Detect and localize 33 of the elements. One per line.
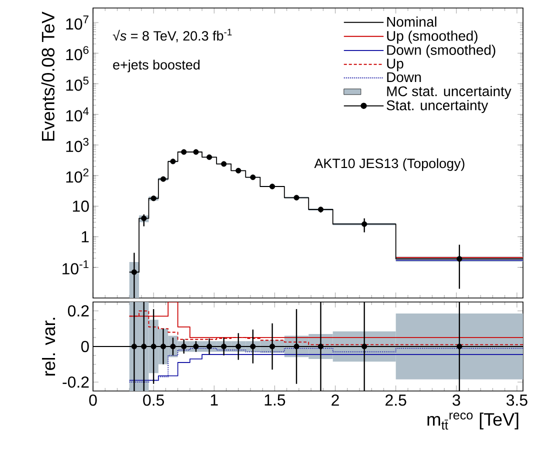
- x-tick-label: 1: [210, 394, 218, 406]
- annotation: √s = 8 TeV, 20.3 fb$^{-1}$: [112, 28, 232, 42]
- legend-label: Down: [387, 72, 421, 82]
- y-tick-label: 1: [82, 231, 89, 242]
- x-axis-title: m$_{tt̄}$$^{reco}$ [TeV]: [427, 412, 518, 430]
- legend-label: Stat. uncertainty: [386, 100, 488, 114]
- annotation: e+jets boosted: [113, 60, 200, 72]
- legend-label: Down (smoothed): [387, 44, 496, 58]
- y-axis-title: Events/0.08 TeV: [41, 12, 54, 141]
- legend-label: Up (smoothed): [387, 30, 478, 44]
- y-tick-label: 10$^{4}$: [66, 107, 89, 122]
- annotation: AKT10 JES13 (Topology): [314, 158, 464, 171]
- x-tick-label: 0.5: [143, 394, 164, 406]
- y-tick-label: 10: [72, 200, 89, 212]
- y-tick-label: 10$^{5}$: [66, 76, 89, 91]
- x-tick-label: 1.5: [264, 394, 286, 406]
- y-tick-label: 0: [81, 340, 89, 352]
- y-tick-label: 10$^{7}$: [66, 16, 88, 30]
- x-tick-label: 3.5: [506, 394, 528, 406]
- y-tick-label: 10$^{-1}$: [62, 260, 88, 274]
- legend-label: Nominal: [387, 16, 436, 27]
- x-tick-label: 2: [332, 394, 339, 406]
- legend-label: Up: [387, 58, 404, 72]
- x-tick-label: 2.5: [386, 394, 406, 406]
- x-tick-label: 3: [452, 394, 460, 406]
- y-tick-label: -0.2: [62, 376, 89, 388]
- legend-label: MC stat. uncertainty: [387, 86, 512, 99]
- y-tick-label: 10$^{6}$: [66, 46, 89, 60]
- y-axis-title: rel. var.: [42, 318, 56, 376]
- y-tick-label: 0.2: [68, 305, 89, 317]
- y-tick-label: 10$^{3}$: [66, 138, 89, 152]
- y-tick-label: 10$^{2}$: [66, 168, 88, 183]
- x-tick-label: 0: [89, 394, 97, 406]
